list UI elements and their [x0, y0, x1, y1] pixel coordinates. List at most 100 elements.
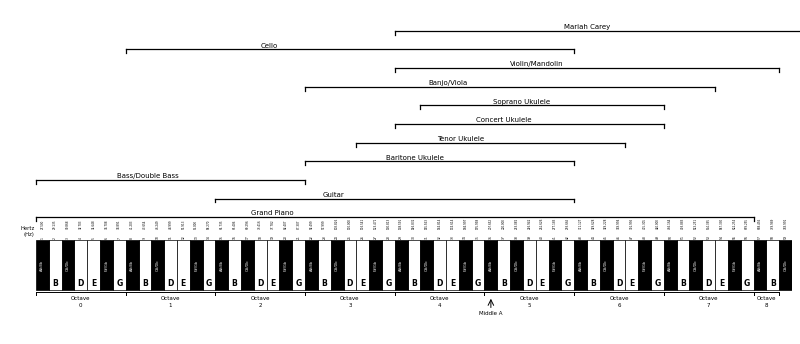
Text: 22: 22 — [310, 235, 314, 239]
Text: 43.654: 43.654 — [143, 219, 147, 229]
Text: 39: 39 — [527, 235, 531, 239]
Text: C#/Db: C#/Db — [66, 259, 70, 271]
Text: 3: 3 — [348, 303, 352, 308]
Text: E: E — [630, 279, 634, 288]
Text: 65.406: 65.406 — [233, 219, 237, 229]
Text: 466.164: 466.164 — [668, 217, 672, 229]
Text: 17: 17 — [246, 235, 250, 239]
Text: 48: 48 — [642, 235, 646, 239]
Text: Guitar: Guitar — [323, 192, 345, 198]
Text: 4: 4 — [79, 237, 83, 239]
Text: 51.913: 51.913 — [182, 219, 186, 229]
Text: 55: 55 — [732, 235, 736, 239]
Text: 97.999: 97.999 — [322, 219, 326, 229]
Text: A#/Bb: A#/Bb — [578, 260, 582, 271]
Text: D: D — [346, 279, 353, 288]
Bar — [626, 240, 638, 290]
Text: Baritone Ukulele: Baritone Ukulele — [386, 154, 444, 161]
Text: 34: 34 — [463, 235, 467, 239]
Text: 207.652: 207.652 — [489, 217, 493, 229]
Bar — [562, 240, 574, 290]
Text: 30: 30 — [412, 235, 416, 239]
Bar — [613, 240, 626, 290]
Text: C#/Db: C#/Db — [425, 259, 429, 271]
Text: B: B — [501, 279, 506, 288]
Text: 220.000: 220.000 — [502, 218, 506, 229]
Text: 138.591: 138.591 — [399, 217, 403, 229]
Text: 57: 57 — [758, 235, 762, 239]
Bar — [664, 240, 677, 290]
Text: 9: 9 — [143, 237, 147, 239]
Text: Octave: Octave — [699, 296, 718, 301]
Text: F#/Gb: F#/Gb — [284, 260, 288, 271]
Text: 37: 37 — [502, 235, 506, 239]
Text: 493.883: 493.883 — [681, 217, 685, 229]
Text: 440.000: 440.000 — [655, 218, 659, 229]
Text: D: D — [526, 279, 533, 288]
Text: 56: 56 — [745, 235, 749, 239]
Text: C#/Db: C#/Db — [694, 259, 698, 271]
Bar — [382, 240, 394, 290]
Text: 92.499: 92.499 — [310, 219, 314, 229]
Text: 46.249: 46.249 — [156, 219, 160, 229]
Text: 7: 7 — [118, 237, 122, 239]
Bar — [138, 240, 151, 290]
Text: F#/Gb: F#/Gb — [463, 260, 467, 271]
Text: 233.082: 233.082 — [514, 217, 518, 229]
Text: F#/Gb: F#/Gb — [194, 260, 198, 271]
Text: G: G — [116, 279, 122, 288]
Bar — [702, 240, 715, 290]
Text: 87.307: 87.307 — [297, 219, 301, 229]
Text: G: G — [295, 279, 302, 288]
Text: 415.305: 415.305 — [642, 218, 646, 229]
Text: Soprano Ukulele: Soprano Ukulele — [494, 99, 550, 105]
Text: 622.254: 622.254 — [732, 217, 736, 229]
Text: 349.228: 349.228 — [604, 217, 608, 229]
Text: 391.995: 391.995 — [630, 217, 634, 229]
Text: 554.365: 554.365 — [706, 218, 710, 229]
Bar — [485, 240, 498, 290]
Text: 14: 14 — [207, 235, 211, 239]
Text: 8: 8 — [130, 237, 134, 239]
Text: 2: 2 — [54, 237, 58, 239]
Bar — [151, 240, 164, 290]
Text: 53: 53 — [706, 235, 710, 239]
Text: 38: 38 — [514, 235, 518, 239]
Text: C#/Db: C#/Db — [514, 259, 518, 271]
Bar — [536, 240, 549, 290]
Text: 11: 11 — [169, 235, 173, 239]
Bar — [766, 240, 779, 290]
Text: 329.628: 329.628 — [591, 217, 595, 229]
Text: C#/Db: C#/Db — [156, 259, 160, 271]
Text: Hertz
(Hz): Hertz (Hz) — [21, 226, 34, 237]
Text: 58.270: 58.270 — [207, 219, 211, 229]
Text: 523.251: 523.251 — [694, 217, 698, 229]
Bar — [638, 240, 651, 290]
Bar — [446, 240, 459, 290]
Text: B: B — [142, 279, 148, 288]
Text: 23: 23 — [322, 235, 326, 239]
Text: A#/Bb: A#/Bb — [399, 260, 403, 271]
Text: 0: 0 — [79, 303, 82, 308]
Text: 3: 3 — [66, 237, 70, 239]
Text: E: E — [450, 279, 455, 288]
Bar — [202, 240, 215, 290]
Text: C#/Db: C#/Db — [335, 259, 339, 271]
Text: Octave: Octave — [250, 296, 270, 301]
Text: Banjo/Viola: Banjo/Viola — [428, 80, 467, 86]
Text: 6: 6 — [618, 303, 621, 308]
Text: 659.255: 659.255 — [745, 218, 749, 229]
Text: 18: 18 — [258, 235, 262, 239]
Text: A#/Bb: A#/Bb — [668, 260, 672, 271]
Text: 32: 32 — [438, 235, 442, 239]
Text: 5: 5 — [92, 237, 96, 239]
Text: D: D — [78, 279, 84, 288]
Bar — [779, 240, 792, 290]
Bar — [728, 240, 741, 290]
Bar — [549, 240, 562, 290]
Text: F#/Gb: F#/Gb — [105, 260, 109, 271]
Bar — [741, 240, 754, 290]
Text: 1: 1 — [41, 237, 45, 239]
Bar — [690, 240, 702, 290]
Text: E: E — [360, 279, 366, 288]
